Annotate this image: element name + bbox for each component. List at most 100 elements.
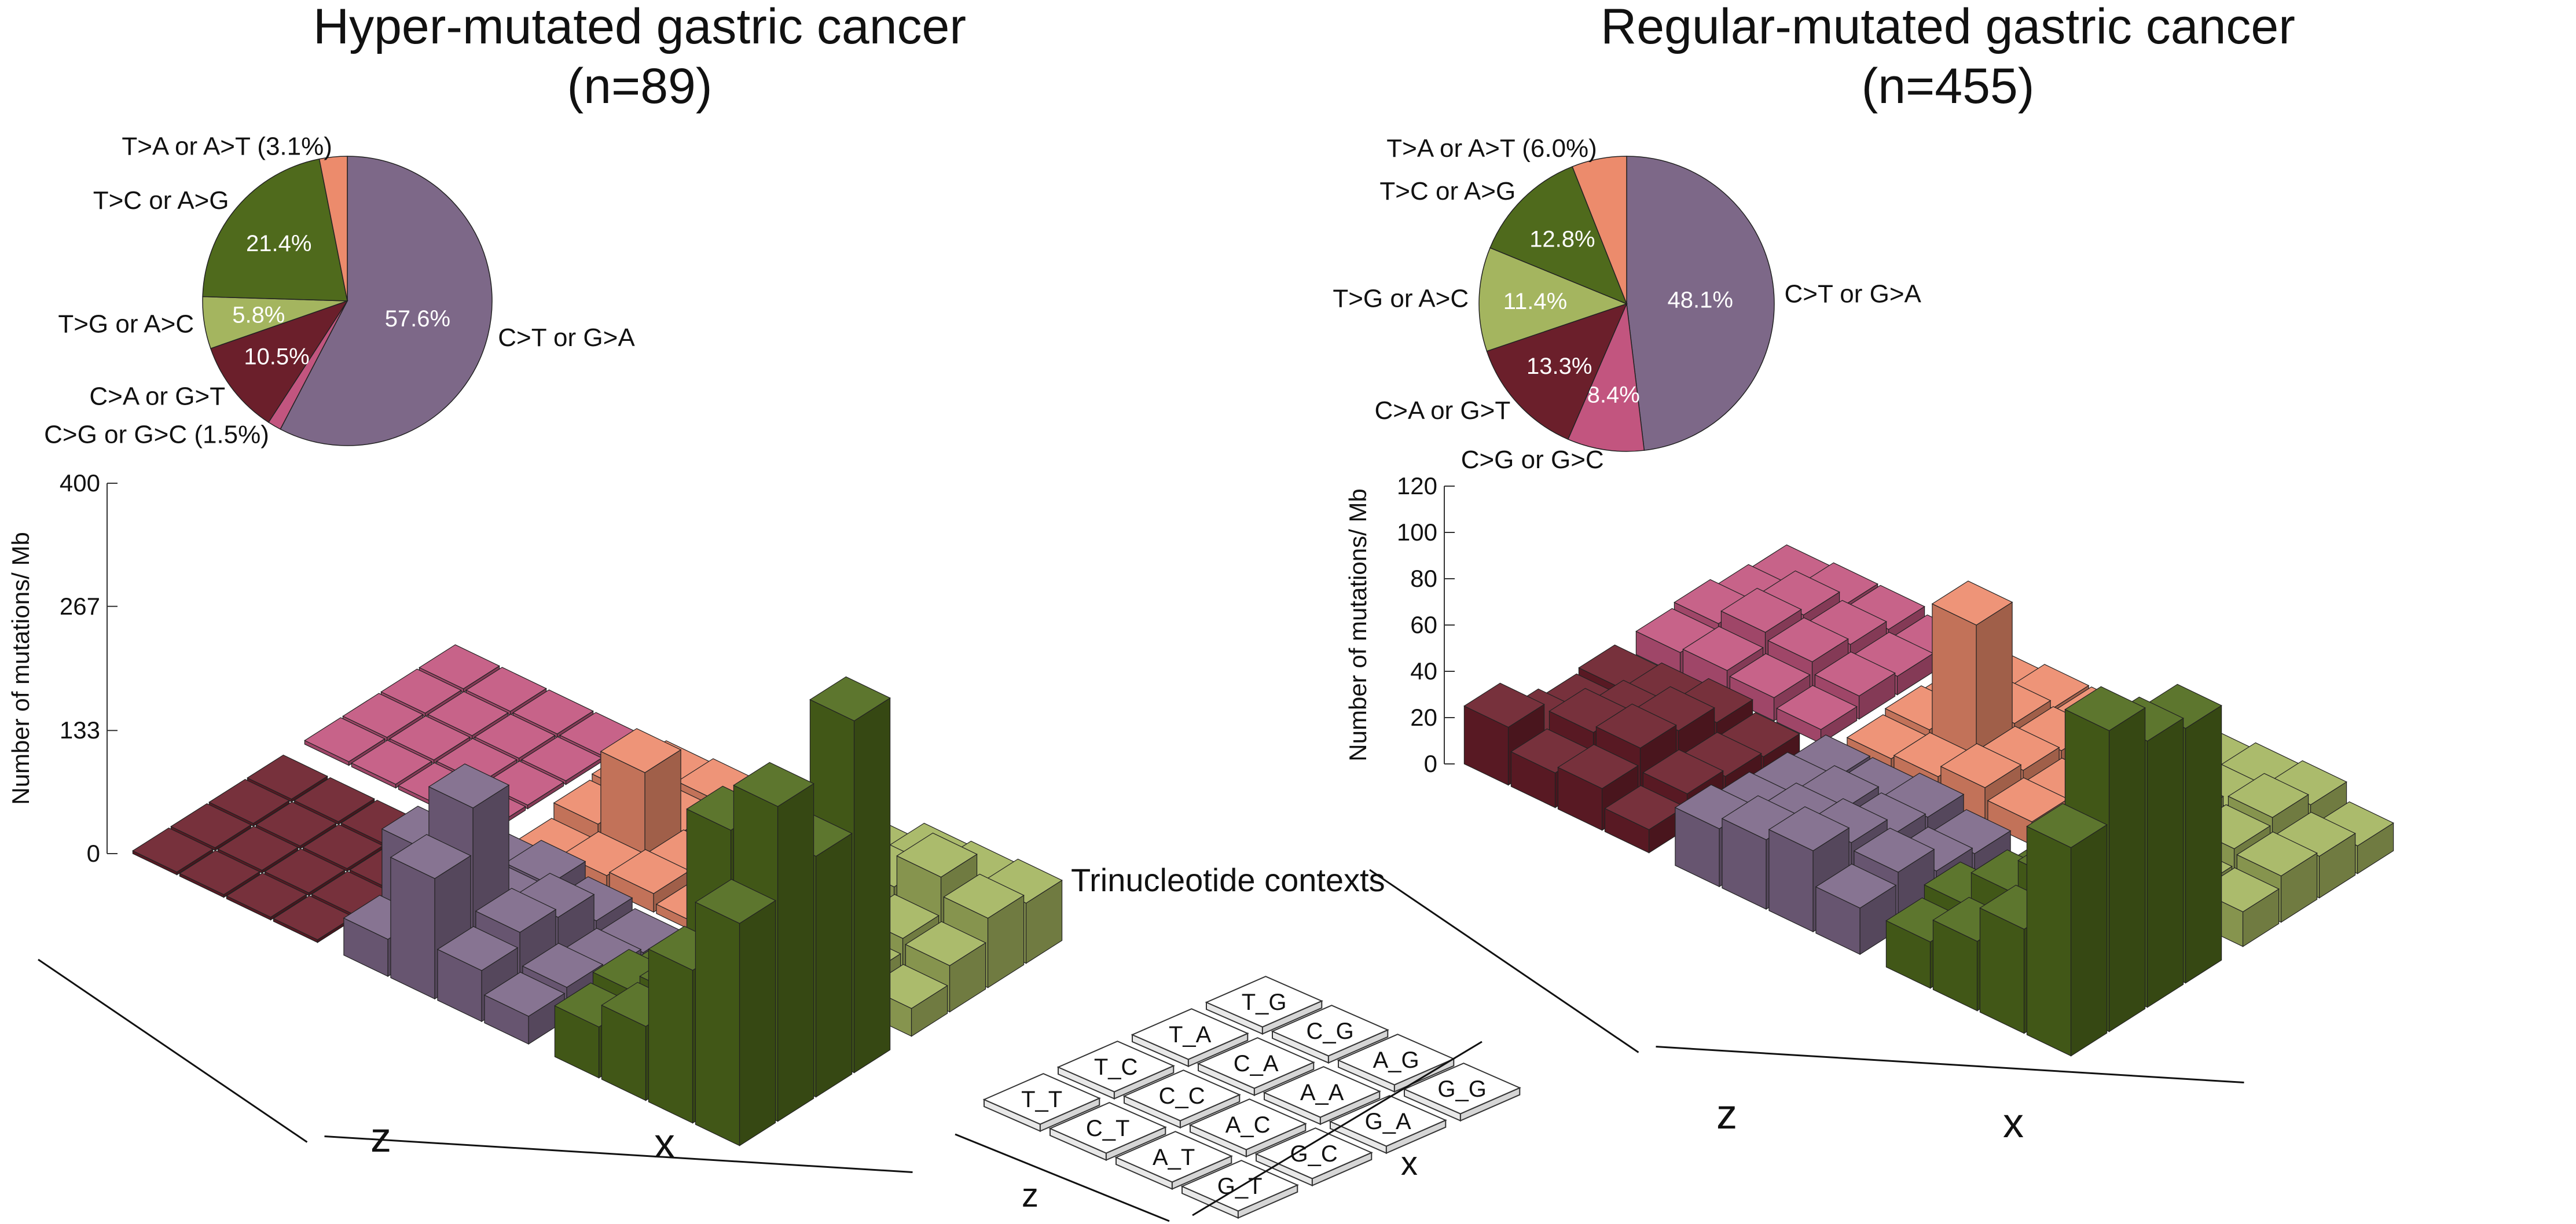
bar-3d: [2026, 803, 2108, 1057]
legend-tile: C_G: [1271, 1005, 1389, 1064]
pie-slice: [1572, 156, 1627, 304]
z-axis-letter: z: [370, 1115, 391, 1161]
legend-tile-label: C_G: [1307, 1019, 1354, 1044]
legend-tile: C_C: [1122, 1069, 1241, 1129]
legend-z-axis-line: [955, 1133, 1170, 1222]
pie-slice: [210, 300, 348, 423]
pie-category-label: C>T or G>A: [1785, 280, 1922, 308]
bar-3d: [247, 754, 328, 803]
y-axis-title: Number of mutations/ Mb: [7, 532, 34, 805]
pie-percent-label: 12.8%: [1529, 227, 1595, 252]
legend-tile: C_T: [1048, 1102, 1167, 1161]
right-subtitle: (n=455): [1862, 58, 2035, 114]
pie-percent-label: 21.4%: [246, 231, 311, 256]
x-axis-letter: x: [2003, 1100, 2024, 1146]
y-tick-label: 20: [1410, 704, 1437, 731]
legend-tile: G_G: [1403, 1063, 1521, 1122]
x-axis-line: [324, 1135, 913, 1173]
legend-tile-label: G_A: [1365, 1109, 1411, 1134]
legend-tile: T_A: [1131, 1008, 1249, 1068]
legend-tile-label: G_C: [1290, 1141, 1338, 1167]
pie-category-label: T>C or A>G: [93, 186, 229, 215]
legend-tile-label: C_A: [1234, 1051, 1279, 1076]
pie-percent-label: 13.3%: [1526, 354, 1592, 379]
pie-percent-label: 5.8%: [232, 303, 285, 328]
legend-tile-label: G_G: [1437, 1076, 1486, 1102]
legend-tile-label: A_T: [1153, 1145, 1195, 1170]
pie-category-label: T>A or A>T (6.0%): [1386, 134, 1597, 163]
z-axis-letter: z: [1716, 1091, 1737, 1138]
pie-slice: [1626, 156, 1775, 451]
pie-slice: [280, 156, 493, 446]
bar-3d: [293, 777, 375, 825]
legend-tile: T_C: [1056, 1041, 1175, 1100]
legend-tile-label: C_T: [1086, 1116, 1130, 1141]
z-axis-line: [38, 958, 308, 1143]
y-tick-label: 133: [60, 716, 100, 744]
pie-percent-label: 10.5%: [244, 344, 309, 370]
right-y-axis: 0 20 40 60 80 100 120 Number of mutations/ Mb: [1344, 472, 1455, 777]
legend-title: Trinucleotide contexts: [1071, 862, 1385, 898]
bar-3d: [1604, 785, 1686, 854]
pie-category-label: C>G or G>C (1.5%): [44, 420, 269, 449]
pie-category-label: C>T or G>A: [498, 324, 635, 352]
right-title: Regular-mutated gastric cancer: [1601, 0, 2295, 54]
legend-tile-label: A_A: [1300, 1080, 1344, 1105]
bar-3d: [600, 728, 682, 866]
pie-slice: [318, 156, 348, 302]
legend-tile: T_G: [1205, 976, 1323, 1035]
pie-category-label: C>G or G>C: [1461, 446, 1604, 474]
pie-percent-label: 48.1%: [1668, 287, 1733, 313]
pie-percent-label: 11.4%: [1503, 289, 1567, 314]
pie-slice: [1478, 247, 1628, 352]
pie-category-label: T>C or A>G: [1379, 177, 1515, 205]
bar-3d: [1815, 863, 1897, 955]
y-tick-label: 100: [1397, 519, 1437, 546]
legend-tile: A_T: [1114, 1131, 1233, 1190]
legend-tile-label: T_A: [1169, 1022, 1212, 1047]
y-tick-label: 267: [60, 593, 100, 620]
legend-x-letter: x: [1401, 1145, 1418, 1182]
pie-slice: [202, 158, 348, 302]
x-axis-line: [1656, 1046, 2244, 1083]
z-axis-line: [1369, 869, 1639, 1053]
y-tick-label: 120: [1397, 472, 1437, 499]
pie-category-label: C>A or G>T: [89, 382, 225, 410]
legend-tile-label: T_G: [1242, 990, 1287, 1015]
bar-3d: [1931, 580, 2013, 777]
bar-3d: [695, 879, 776, 1146]
bar-3d: [217, 825, 299, 874]
right-3d-bar-chart: [1463, 544, 2394, 1057]
bar-3d: [132, 827, 214, 876]
y-tick-label: 80: [1410, 565, 1437, 592]
legend-tile: C_A: [1197, 1037, 1315, 1097]
legend-tile-label: T_C: [1094, 1054, 1138, 1080]
legend-tile: G_A: [1329, 1095, 1447, 1155]
legend-tile-label: T_T: [1021, 1087, 1062, 1112]
y-tick-label: 40: [1410, 657, 1437, 685]
trinucleotide-legend-grid: T_TT_CT_AT_GC_TC_CC_AC_GA_TA_CA_AA_GG_TG…: [955, 976, 1521, 1222]
legend-tile-label: A_C: [1225, 1112, 1271, 1138]
y-tick-label: 400: [60, 469, 100, 497]
y-tick-label: 60: [1410, 611, 1437, 638]
bar-3d: [1776, 685, 1858, 744]
legend-tile: A_C: [1188, 1098, 1307, 1158]
bar-3d: [255, 801, 337, 850]
pie-category-label: T>G or A>C: [1333, 284, 1469, 313]
legend-tile: A_A: [1263, 1066, 1381, 1126]
x-axis-letter: x: [654, 1120, 675, 1167]
y-tick-label: 0: [1424, 750, 1437, 777]
legend-tile: T_T: [982, 1073, 1101, 1133]
legend-tile-label: C_C: [1159, 1083, 1205, 1109]
left-subtitle: (n=89): [567, 58, 713, 114]
y-axis-title: Number of mutations/ Mb: [1344, 488, 1371, 762]
left-pie-chart: C>T or G>A 57.6% C>G or G>C (1.5%) C>A or G…: [44, 132, 635, 449]
legend-x-axis-line: [1192, 1041, 1483, 1216]
bar-3d: [170, 803, 252, 851]
legend-tile: G_C: [1254, 1127, 1373, 1187]
y-tick-label: 0: [87, 840, 100, 867]
pie-category-label: C>A or G>T: [1374, 396, 1510, 425]
